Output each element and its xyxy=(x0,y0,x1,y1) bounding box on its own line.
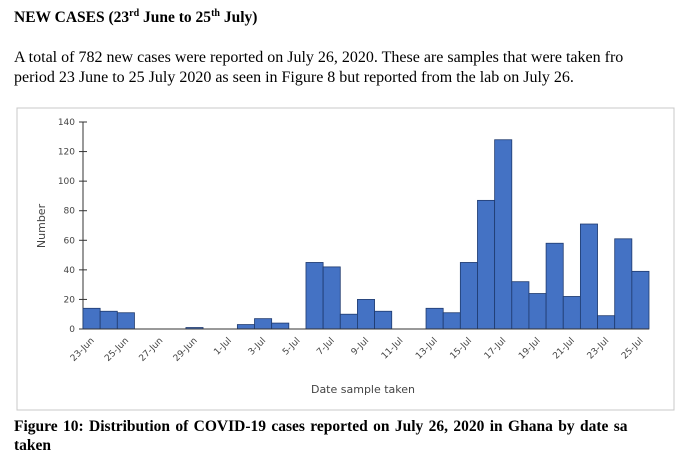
bar xyxy=(357,299,375,330)
bar xyxy=(562,296,581,330)
bar xyxy=(116,312,135,330)
bar xyxy=(425,307,444,330)
bar xyxy=(339,313,358,330)
bar xyxy=(442,312,461,330)
superscript: th xyxy=(211,8,220,19)
superscript: rd xyxy=(129,8,140,19)
heading-text: NEW CASES (23 xyxy=(14,9,130,27)
bar xyxy=(545,242,564,330)
bar xyxy=(494,139,513,330)
paragraph-line: period 23 June to 25 July 2020 as seen i… xyxy=(14,69,574,86)
y-tick-label: 0 xyxy=(69,325,75,335)
bar xyxy=(528,293,547,330)
chart-frame xyxy=(16,107,675,411)
bar xyxy=(271,322,290,330)
bar xyxy=(254,318,273,330)
bar xyxy=(99,310,118,330)
bar xyxy=(236,324,255,330)
bar xyxy=(477,199,496,330)
bar xyxy=(614,238,633,330)
paragraph-line: A total of 782 new cases were reported o… xyxy=(14,49,624,66)
caption-line: Figure 10: Distribution of COVID-19 case… xyxy=(14,418,628,435)
y-axis-title: Number xyxy=(35,203,48,248)
bar xyxy=(579,223,598,330)
y-tick-label: 60 xyxy=(64,236,76,246)
bar xyxy=(322,266,341,330)
heading: NEW CASES (23rd June to 25th July) xyxy=(14,8,257,27)
heading-text: June to 25 xyxy=(139,9,212,27)
caption-line: taken xyxy=(14,437,52,454)
y-tick-label: 140 xyxy=(58,118,75,128)
bar xyxy=(511,281,530,330)
bar xyxy=(631,270,650,330)
bar xyxy=(305,262,324,330)
bar xyxy=(459,262,478,330)
bar xyxy=(597,315,616,330)
y-tick-label: 100 xyxy=(58,177,75,187)
y-tick-label: 20 xyxy=(64,295,76,305)
heading-text: July) xyxy=(219,9,258,27)
y-tick-label: 120 xyxy=(58,148,75,158)
bar xyxy=(374,310,393,330)
x-axis-title: Date sample taken xyxy=(311,383,415,396)
y-tick-label: 40 xyxy=(64,266,76,276)
y-tick-label: 80 xyxy=(64,207,76,217)
bar xyxy=(82,307,101,330)
